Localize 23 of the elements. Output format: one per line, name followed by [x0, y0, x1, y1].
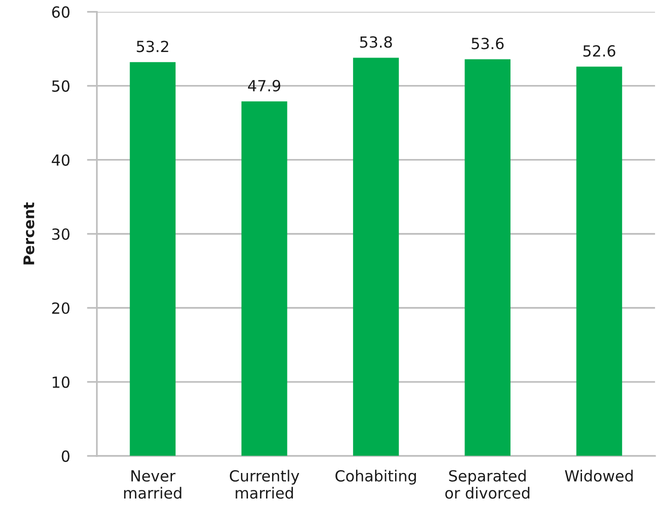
y-tick-label: 60 — [52, 6, 70, 18]
y-tick-label: 0 — [62, 450, 70, 462]
bar — [130, 62, 176, 456]
x-tick-label: Separated or divorced — [445, 470, 530, 499]
y-tick-label: 50 — [52, 80, 70, 92]
data-label: 53.8 — [360, 36, 392, 48]
y-tick-label: 40 — [52, 154, 70, 166]
data-label: 52.6 — [583, 45, 616, 57]
x-tick-label: Widowed — [564, 470, 633, 482]
bar — [353, 58, 399, 456]
x-tick-label: Never married — [124, 470, 182, 499]
y-axis-title: Percent — [23, 202, 34, 264]
x-tick-label: Cohabiting — [336, 470, 416, 485]
y-tick-label: 10 — [52, 376, 70, 388]
bar — [464, 59, 510, 456]
y-tick-label: 30 — [52, 228, 70, 240]
data-label: 53.2 — [136, 40, 168, 52]
bar — [241, 101, 288, 456]
y-tick-label: 20 — [52, 302, 70, 314]
data-label: 47.9 — [248, 80, 280, 92]
data-label: 53.6 — [472, 38, 504, 50]
x-tick-label: Currently married — [230, 470, 300, 499]
bar — [576, 66, 622, 456]
